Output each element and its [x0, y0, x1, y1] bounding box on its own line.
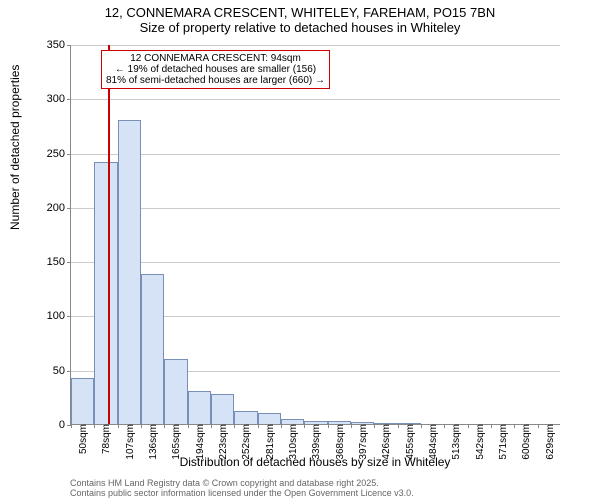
x-axis-label: Distribution of detached houses by size … — [70, 455, 560, 469]
y-tick-label: 250 — [31, 148, 71, 160]
x-tick-mark — [281, 424, 282, 428]
x-tick-mark — [328, 424, 329, 428]
x-tick-label: 78sqm — [97, 424, 112, 454]
y-tick-label: 150 — [31, 256, 71, 268]
histogram-bar — [351, 422, 374, 424]
chart-title-sub: Size of property relative to detached ho… — [0, 20, 600, 35]
y-tick-label: 300 — [31, 93, 71, 105]
histogram-bar — [281, 419, 304, 424]
x-tick-mark — [258, 424, 259, 428]
x-tick-mark — [211, 424, 212, 428]
x-tick-mark — [118, 424, 119, 428]
annotation-box: 12 CONNEMARA CRESCENT: 94sqm← 19% of det… — [101, 50, 330, 89]
footer-attribution: Contains HM Land Registry data © Crown c… — [70, 478, 414, 498]
histogram-bar — [328, 421, 351, 424]
histogram-bar — [374, 423, 397, 424]
x-tick-mark — [304, 424, 305, 428]
histogram-bar — [211, 394, 234, 424]
annotation-line: 81% of semi-detached houses are larger (… — [106, 75, 325, 86]
grid-line — [71, 208, 560, 209]
x-tick-label: 50sqm — [74, 424, 89, 454]
x-tick-mark — [188, 424, 189, 428]
histogram-bar — [258, 413, 281, 424]
y-tick-label: 350 — [31, 39, 71, 51]
x-tick-mark — [234, 424, 235, 428]
histogram-bar — [71, 378, 94, 424]
x-tick-mark — [164, 424, 165, 428]
y-tick-label: 100 — [31, 310, 71, 322]
x-tick-mark — [421, 424, 422, 428]
histogram-bar — [94, 162, 117, 424]
x-tick-mark — [141, 424, 142, 428]
x-tick-mark — [538, 424, 539, 428]
annotation-line: 12 CONNEMARA CRESCENT: 94sqm — [106, 53, 325, 64]
x-tick-mark — [94, 424, 95, 428]
marker-line — [108, 45, 110, 424]
x-tick-mark — [444, 424, 445, 428]
x-tick-mark — [468, 424, 469, 428]
x-tick-mark — [514, 424, 515, 428]
histogram-bar — [188, 391, 211, 424]
x-tick-mark — [374, 424, 375, 428]
histogram-bar — [141, 274, 164, 424]
x-tick-mark — [71, 424, 72, 428]
histogram-bar — [118, 120, 141, 424]
y-tick-label: 0 — [31, 419, 71, 431]
histogram-bar — [234, 411, 257, 424]
annotation-line: ← 19% of detached houses are smaller (15… — [106, 64, 325, 75]
x-tick-mark — [351, 424, 352, 428]
x-tick-mark — [491, 424, 492, 428]
footer-line2: Contains public sector information licen… — [70, 488, 414, 498]
y-tick-label: 200 — [31, 202, 71, 214]
histogram-bar — [164, 359, 187, 424]
grid-line — [71, 154, 560, 155]
histogram-bar — [398, 423, 421, 424]
grid-line — [71, 99, 560, 100]
grid-line — [71, 262, 560, 263]
x-tick-mark — [398, 424, 399, 428]
chart-plot-area: 05010015020025030035050sqm78sqm107sqm136… — [70, 45, 560, 425]
y-tick-label: 50 — [31, 365, 71, 377]
y-axis-label: Number of detached properties — [8, 65, 22, 230]
footer-line1: Contains HM Land Registry data © Crown c… — [70, 478, 414, 488]
histogram-bar — [304, 421, 327, 424]
grid-line — [71, 45, 560, 46]
chart-title-main: 12, CONNEMARA CRESCENT, WHITELEY, FAREHA… — [0, 0, 600, 20]
